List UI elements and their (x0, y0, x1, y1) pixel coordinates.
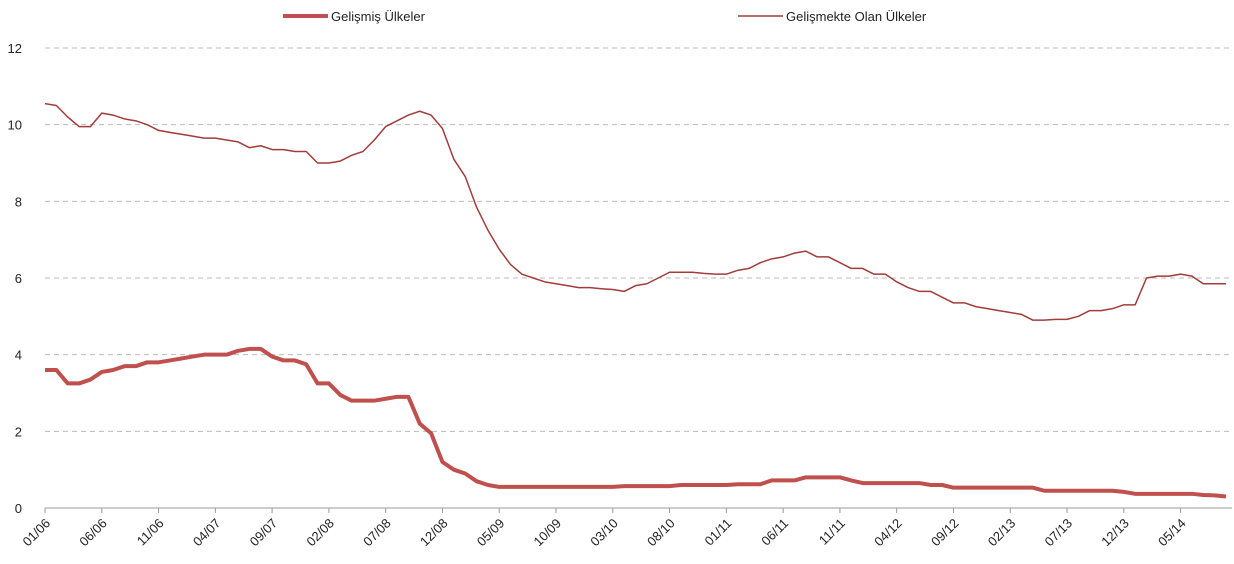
x-tick-label: 09/12 (928, 516, 962, 550)
x-tick-label: 04/07 (190, 516, 224, 550)
x-tick-label: 12/13 (1098, 516, 1132, 550)
x-tick-label: 11/06 (134, 516, 167, 549)
x-tick-label: 11/11 (816, 516, 848, 548)
y-tick-label: 6 (15, 271, 22, 286)
x-tick-label: 05/14 (1155, 516, 1189, 550)
x-tick-label: 10/09 (531, 516, 565, 550)
x-tick-label: 09/07 (247, 516, 281, 550)
x-tick-label: 03/10 (587, 516, 621, 550)
y-tick-label: 2 (15, 424, 22, 439)
y-tick-label: 4 (15, 348, 22, 363)
y-tick-label: 10 (8, 118, 22, 133)
x-tick-label: 08/10 (644, 516, 678, 550)
legend-label: Gelişmekte Olan Ülkeler (786, 9, 927, 24)
x-tick-label: 02/13 (985, 516, 1019, 550)
x-tick-label: 05/09 (474, 516, 508, 550)
x-tick-label: 06/11 (758, 516, 791, 549)
x-tick-label: 01/06 (20, 516, 54, 550)
x-tick-label: 04/12 (871, 516, 905, 550)
legend-label: Gelişmiş Ülkeler (331, 9, 426, 24)
series-line (44, 102, 1226, 321)
x-tick-label: 07/13 (1042, 516, 1076, 550)
x-tick-label: 01/11 (702, 516, 735, 549)
x-tick-label: 02/08 (303, 516, 337, 550)
x-tick-label: 07/08 (360, 516, 394, 550)
y-tick-label: 0 (15, 501, 22, 516)
series-line (45, 346, 1227, 499)
y-tick-label: 12 (8, 41, 22, 56)
x-tick-label: 06/06 (76, 516, 110, 550)
y-tick-label: 8 (15, 194, 22, 209)
x-tick-label: 12/08 (417, 516, 451, 550)
